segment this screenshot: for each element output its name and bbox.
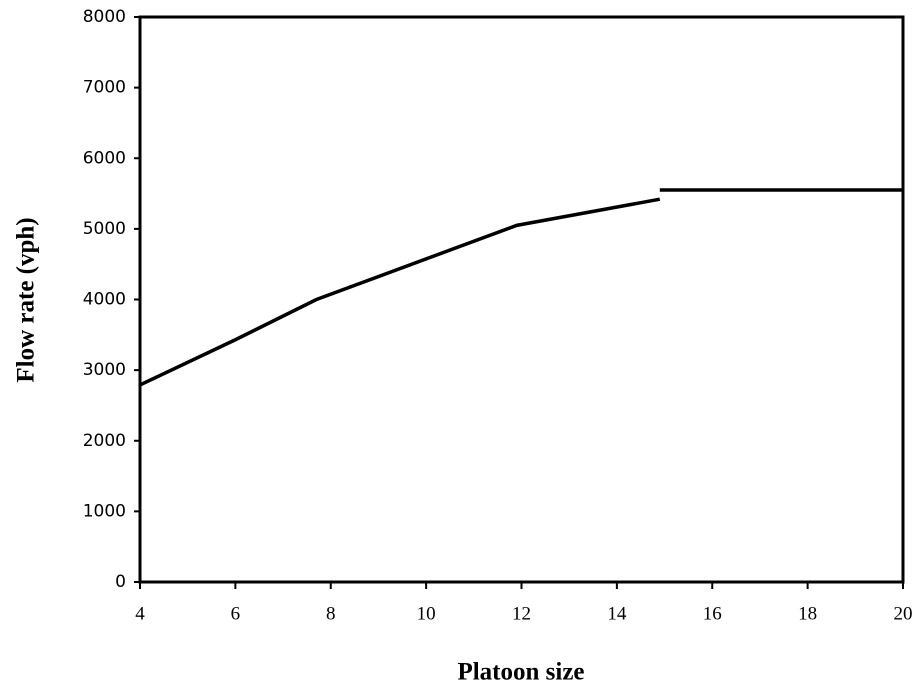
x-tick-label: 14: [607, 603, 627, 624]
y-tick-label: 8000: [83, 7, 126, 27]
y-tick-label: 3000: [83, 360, 126, 380]
x-tick-label: 12: [512, 603, 531, 624]
x-tick-label: 8: [326, 603, 336, 624]
x-tick-label: 4: [135, 603, 145, 624]
x-tick-label: 6: [231, 603, 241, 624]
x-axis-label: Platoon size: [457, 659, 584, 686]
y-tick-label: 1000: [83, 501, 126, 521]
y-tick-label: 2000: [83, 431, 126, 451]
y-tick-label: 6000: [83, 148, 126, 168]
data-line: [139, 188, 903, 387]
y-tick-label: 0: [115, 572, 126, 592]
y-tick-label: 4000: [83, 290, 126, 310]
x-tick-label: 16: [703, 603, 722, 624]
x-tick-label: 10: [417, 603, 436, 624]
y-tick-label: 7000: [83, 78, 126, 98]
x-tick-label: 18: [798, 603, 817, 624]
y-axis-label: Flow rate (vph): [13, 217, 40, 382]
y-tick-label: 5000: [83, 219, 126, 239]
plot-frame: [138, 15, 905, 584]
x-tick-label: 20: [894, 603, 913, 624]
